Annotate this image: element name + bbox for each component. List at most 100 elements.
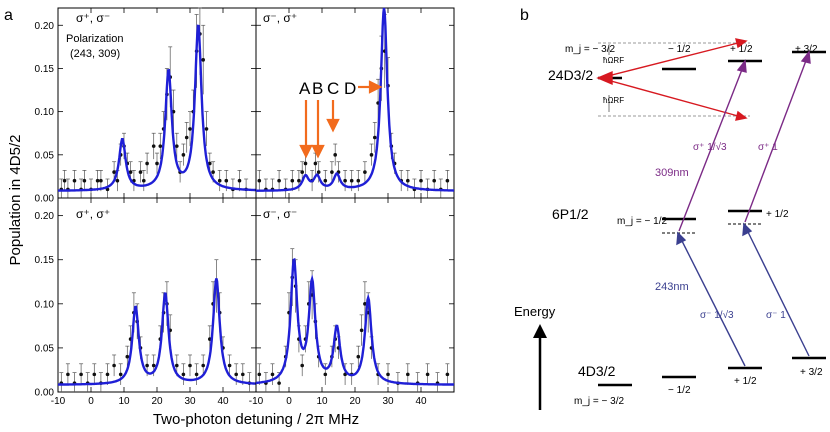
y-tick-label: 0.15 [35, 64, 55, 75]
state-6p: 6P1/2 [552, 206, 589, 222]
data-point [125, 354, 130, 359]
x-tick-label: -10 [249, 396, 264, 407]
label-sigma-plus-left: σ⁺ 1/√3 [693, 141, 727, 153]
data-point [158, 144, 163, 148]
data-point [300, 170, 305, 174]
data-point [227, 363, 232, 368]
data-point [145, 161, 149, 166]
data-point [445, 372, 450, 377]
mj-mid-right: + 1/2 [766, 209, 789, 220]
data-point [151, 363, 156, 368]
data-point [188, 363, 192, 368]
polarization-values: (243, 309) [70, 48, 120, 60]
y-tick-label: 0.10 [35, 107, 55, 118]
data-point [145, 363, 149, 368]
x-axis-title: Two-photon detuning / 2π MHz [153, 411, 359, 428]
plot-frame-1 [255, 7, 455, 199]
data-point [425, 372, 430, 377]
mj-top-4: + 3/2 [795, 44, 818, 55]
level-diagram: m_j = − 3/2 − 1/2 + 1/2 + 3/2 ħΩRF ħΩRF … [514, 38, 826, 410]
peak-label-d: D [344, 79, 356, 98]
arrow-a-head [299, 144, 313, 159]
data-point [211, 170, 215, 174]
data-point [92, 372, 97, 377]
data-point [72, 178, 77, 183]
data-point [363, 302, 367, 306]
mj-bottom-2: − 1/2 [668, 385, 691, 396]
data-point [188, 127, 192, 131]
y-tick-label: 0.05 [35, 150, 55, 161]
data-point [406, 372, 410, 377]
fit-curve [58, 278, 256, 386]
data-point [277, 381, 281, 385]
x-tick-label: 40 [415, 396, 427, 407]
uv243-arrows [676, 222, 810, 367]
fit-curve [58, 24, 256, 192]
x-tick-label: 20 [349, 396, 361, 407]
rf-label-upper: ħΩRF [603, 56, 624, 65]
data-point [217, 178, 222, 183]
panel-b-label: b [520, 7, 529, 24]
peak-arrows [299, 80, 383, 159]
data-point [241, 372, 245, 377]
label-sigma-plus-right: σ⁺ 1 [758, 142, 778, 153]
data-point [112, 363, 116, 368]
arrow-243-left-head [676, 231, 687, 246]
data-point [333, 153, 338, 157]
mj-top-2: − 1/2 [668, 44, 691, 55]
arrow-243-right [746, 229, 810, 357]
energy-arrow-head [533, 324, 547, 338]
data-point [208, 161, 212, 166]
panel-title-br: σ⁻, σ⁻ [263, 207, 297, 221]
mj-bottom-3: + 1/2 [734, 376, 757, 387]
data-point [369, 153, 374, 157]
data-point [105, 372, 110, 377]
label-243nm: 243nm [655, 281, 689, 293]
uv309-arrows [678, 50, 811, 232]
data-point [142, 178, 146, 183]
data-point [277, 178, 281, 183]
mj-bottom-1: m_j = − 3/2 [574, 396, 624, 407]
rf-arrow-return-head [596, 70, 613, 86]
x-tick-label: 40 [217, 396, 229, 407]
data-point [62, 178, 67, 183]
arrow-d-head [368, 80, 383, 94]
peak-label-c: C [327, 79, 339, 98]
data-point [300, 363, 305, 368]
data-point [115, 178, 120, 183]
label-sigma-minus-left: σ⁻ 1/√3 [700, 309, 734, 321]
data-point [237, 178, 242, 183]
data-point [175, 144, 179, 148]
data-point [234, 372, 238, 377]
y-tick-label: 0.05 [35, 343, 55, 354]
arrow-c-head [326, 118, 340, 133]
data-point [257, 178, 262, 183]
data-point [419, 178, 423, 183]
data-point [323, 372, 328, 377]
data-point [79, 372, 83, 377]
data-point [151, 144, 156, 148]
polarization-label: Polarization [66, 33, 123, 45]
data-point [349, 178, 354, 183]
data-point [204, 127, 209, 131]
energy-label: Energy [514, 304, 556, 319]
data-point [99, 178, 103, 183]
data-point [316, 170, 321, 174]
data-point [201, 363, 205, 368]
mj-bottom-4: + 3/2 [800, 367, 823, 378]
data-point [181, 372, 186, 377]
x-tick-label: 0 [286, 396, 292, 407]
data-point [330, 170, 334, 174]
data-point [224, 178, 229, 183]
mj-top-1: m_j = − 3/2 [565, 44, 615, 55]
data-point [297, 178, 301, 183]
panel-title-tl: σ⁺, σ⁻ [76, 11, 110, 25]
data-point [432, 178, 437, 183]
panel-title-tr: σ⁻, σ⁺ [263, 11, 297, 25]
data-point [359, 328, 364, 333]
data-point [313, 161, 318, 166]
rf-label-lower: ħΩRF [603, 96, 624, 105]
panel-title-bl: σ⁺, σ⁺ [76, 207, 110, 221]
x-tick-label: -10 [51, 396, 66, 407]
